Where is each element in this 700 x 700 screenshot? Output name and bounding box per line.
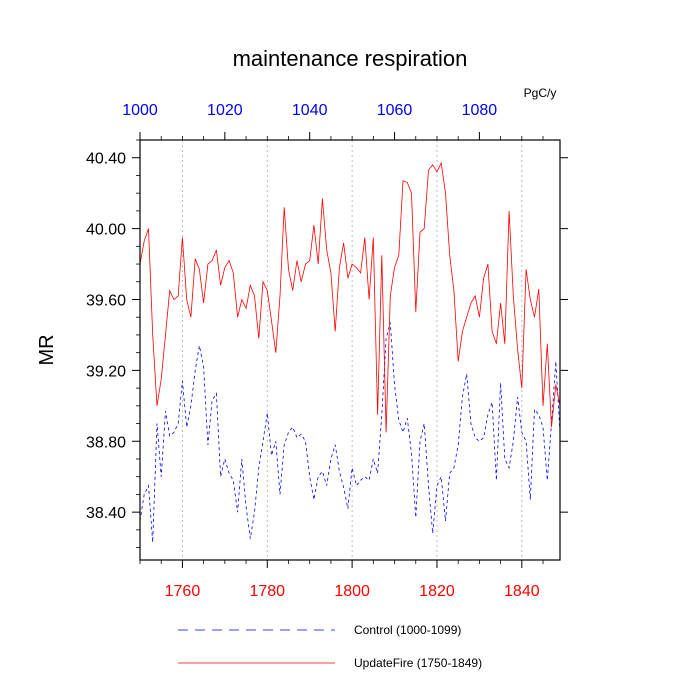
x-bottom-tick-label: 1800 — [334, 583, 370, 600]
legend-label-control: Control (1000-1099) — [354, 623, 461, 637]
y-tick-label: 40.00 — [86, 222, 126, 239]
plot-frame — [139, 139, 561, 561]
y-tick-label: 39.60 — [86, 292, 126, 309]
x-top-tick-label: 1020 — [207, 102, 243, 119]
x-bottom-tick-label: 1820 — [419, 583, 455, 600]
series-line-updatefire — [139, 161, 561, 433]
units-label: PgC/y — [524, 86, 557, 100]
x-top-tick-label: 1080 — [462, 102, 498, 119]
x-top-tick-label: 1000 — [122, 102, 158, 119]
chart-title: maintenance respiration — [233, 46, 468, 71]
legend: Control (1000-1099) UpdateFire (1750-184… — [178, 623, 482, 670]
series-line-control — [139, 322, 561, 543]
grid-lines — [182, 140, 523, 560]
x-top-tick-label: 1040 — [292, 102, 328, 119]
x-top-tick-label: 1060 — [377, 102, 413, 119]
x-bottom-tick-label: 1840 — [504, 583, 540, 600]
y-tick-label: 38.40 — [86, 505, 126, 522]
y-tick-label: 38.80 — [86, 434, 126, 451]
x-bottom-tick-label: 1760 — [165, 583, 201, 600]
y-tick-label: 39.20 — [86, 363, 126, 380]
axis-ticks — [132, 132, 568, 568]
series-lines — [139, 161, 561, 543]
y-tick-label: 40.40 — [86, 151, 126, 168]
x-bottom-tick-label: 1780 — [249, 583, 285, 600]
legend-label-updatefire: UpdateFire (1750-1849) — [354, 656, 482, 670]
tick-labels: 38.40 38.80 39.20 39.60 40.00 40.40 1760 1780 18… — [86, 102, 540, 600]
y-axis-label: MR — [36, 334, 58, 365]
